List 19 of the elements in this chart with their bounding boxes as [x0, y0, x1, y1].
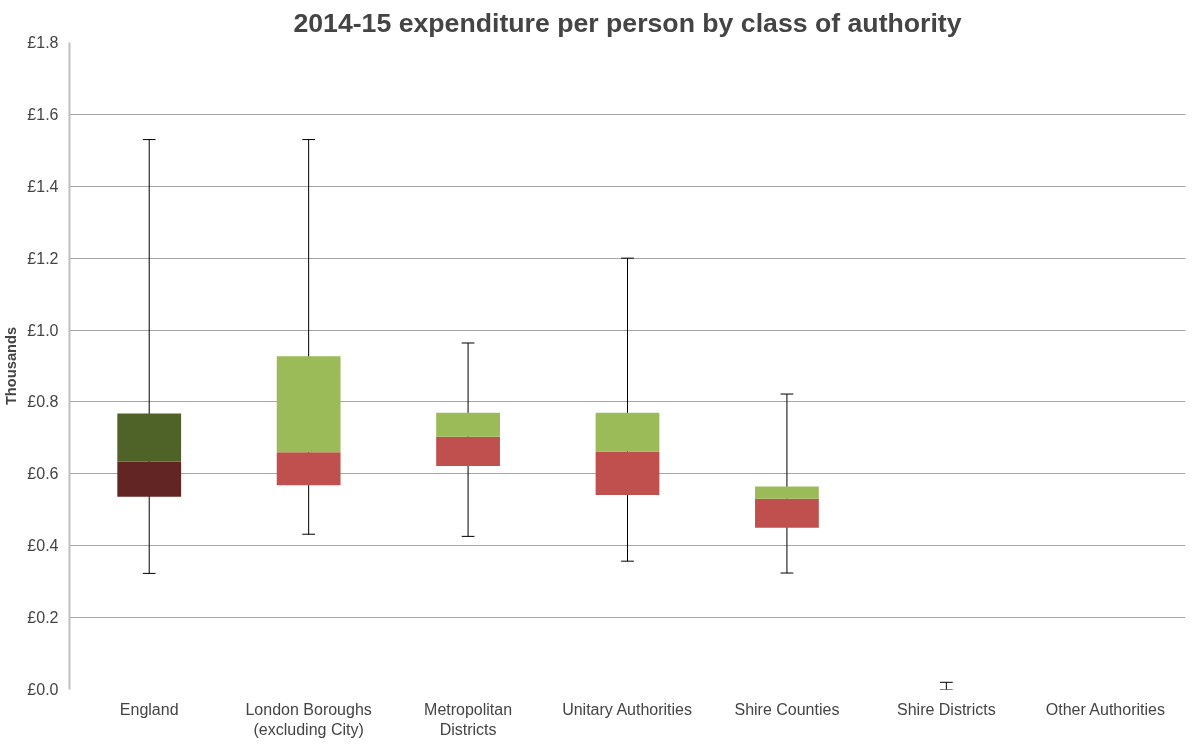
x-tick-label: Shire Districts	[897, 700, 996, 718]
x-tick-label: Metropolitan Districts	[424, 700, 513, 738]
y-axis-title: Thousands	[3, 326, 20, 406]
y-tick-label: £0.2	[27, 609, 59, 627]
x-tick-label: Other Authorities	[1045, 700, 1165, 718]
x-tick-label: Unitary Authorities	[562, 700, 692, 718]
chart-title: 2014-15 expenditure per person by class of authority	[293, 7, 962, 38]
x-tick-label: England	[119, 700, 179, 718]
y-tick-label: £1.4	[27, 177, 59, 195]
y-tick-label: £1.6	[27, 105, 59, 123]
y-tick-label: £1.2	[27, 249, 59, 267]
y-tick-label: £0.6	[27, 465, 59, 483]
x-tick-label: London Boroughs (excluding City)	[245, 700, 372, 738]
y-tick-label: £1.8	[27, 34, 59, 51]
y-tick-label: £0.0	[27, 681, 59, 698]
y-tick-label: £1.0	[27, 321, 59, 339]
y-tick-label: £0.8	[27, 393, 59, 411]
x-tick-label: Shire Counties	[734, 700, 840, 718]
y-tick-label: £0.4	[27, 537, 59, 555]
